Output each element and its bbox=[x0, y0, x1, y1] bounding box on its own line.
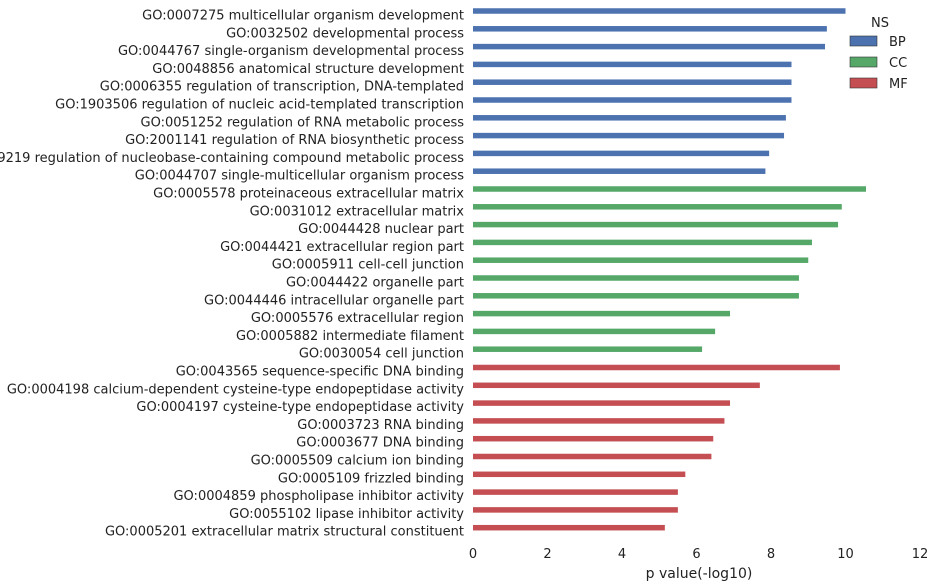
bar bbox=[473, 275, 799, 281]
bar bbox=[473, 43, 826, 50]
bar bbox=[473, 132, 785, 139]
x-axis-label: p value(-log10) bbox=[646, 566, 753, 582]
bar bbox=[473, 489, 678, 495]
bar bbox=[473, 150, 770, 157]
category-label: GO:0044428 nuclear part bbox=[298, 222, 464, 237]
bar bbox=[473, 239, 812, 246]
category-label: GO:0006355 regulation of transcription, … bbox=[100, 80, 464, 95]
category-label: GO:0005882 intermediate filament bbox=[236, 329, 464, 344]
bar bbox=[473, 507, 678, 513]
bar bbox=[473, 26, 827, 32]
category-label: GO:0044446 intracellular organelle part bbox=[204, 293, 464, 308]
bar bbox=[473, 79, 792, 85]
legend-label: MF bbox=[889, 77, 908, 92]
category-label: GO:0048856 anatomical structure developm… bbox=[152, 62, 464, 77]
category-label: GO:0005109 frizzled binding bbox=[278, 471, 464, 486]
category-label: GO:0004859 phospholipase inhibitor activ… bbox=[173, 489, 464, 504]
bar bbox=[473, 382, 760, 389]
bar bbox=[473, 186, 866, 192]
bar bbox=[473, 400, 731, 406]
category-label: GO:0003723 RNA binding bbox=[297, 418, 464, 433]
x-tick-label: 6 bbox=[692, 547, 700, 562]
bar bbox=[473, 418, 725, 424]
legend-label: CC bbox=[889, 56, 907, 71]
x-tick-label: 8 bbox=[767, 547, 775, 562]
x-tick-label: 10 bbox=[837, 547, 854, 562]
category-label: GO:0044707 single-multicellular organism… bbox=[135, 169, 464, 184]
x-axis: 0 2 4 6 8 10 12 bbox=[469, 547, 928, 562]
x-tick-label: 4 bbox=[618, 547, 626, 562]
bar bbox=[473, 61, 792, 68]
bar bbox=[473, 346, 703, 352]
bar bbox=[473, 310, 731, 317]
x-tick-label: 2 bbox=[543, 547, 551, 562]
category-label: GO:0044421 extracellular region part bbox=[220, 240, 464, 255]
bar bbox=[473, 435, 714, 442]
bar bbox=[473, 168, 766, 174]
category-label: GO:0055102 lipase inhibitor activity bbox=[229, 507, 464, 522]
category-label: GO:0005578 proteinaceous extracellular m… bbox=[153, 187, 464, 202]
category-label: GO:0005201 extracellular matrix structur… bbox=[105, 525, 464, 540]
legend-label: BP bbox=[889, 35, 906, 50]
legend-title: NS bbox=[871, 16, 889, 31]
category-label: GO:2001141 regulation of RNA biosyntheti… bbox=[125, 133, 464, 148]
bar bbox=[473, 453, 712, 460]
legend-swatch bbox=[849, 77, 878, 89]
bar bbox=[473, 115, 786, 121]
category-label: GO:0007275 multicellular organism develo… bbox=[142, 9, 464, 24]
bars-layer bbox=[473, 8, 866, 531]
category-label: GO:0003677 DNA binding bbox=[296, 436, 464, 451]
category-labels: GO:0007275 multicellular organism develo… bbox=[0, 9, 464, 540]
category-label: GO:0032502 developmental process bbox=[226, 26, 464, 41]
category-label: GO:0019219 regulation of nucleobase-cont… bbox=[0, 151, 464, 166]
bar bbox=[473, 97, 792, 103]
x-tick-label: 0 bbox=[469, 547, 477, 562]
bar bbox=[473, 257, 809, 263]
bar bbox=[473, 204, 842, 210]
bar bbox=[473, 471, 686, 478]
legend-swatch bbox=[849, 56, 878, 68]
bar bbox=[473, 364, 840, 371]
category-label: GO:1903506 regulation of nucleic acid-te… bbox=[55, 98, 464, 113]
bar bbox=[473, 524, 665, 531]
category-label: GO:0044422 organelle part bbox=[286, 276, 464, 291]
legend: NS BP CC MF bbox=[849, 16, 908, 92]
bar bbox=[473, 293, 799, 299]
category-label: GO:0043565 sequence-specific DNA binding bbox=[176, 365, 464, 380]
category-label: GO:0004197 cysteine-type endopeptidase a… bbox=[136, 400, 464, 415]
legend-swatch bbox=[849, 35, 878, 47]
bar bbox=[473, 221, 839, 228]
x-tick-label: 12 bbox=[912, 547, 929, 562]
legend-entries: BP CC MF bbox=[849, 35, 908, 92]
category-label: GO:0031012 extracellular matrix bbox=[250, 204, 465, 219]
category-label: GO:0005911 cell-cell junction bbox=[272, 258, 464, 273]
category-label: GO:0004198 calcium-dependent cysteine-ty… bbox=[7, 382, 464, 397]
category-label: GO:0030054 cell junction bbox=[299, 347, 464, 362]
category-label: GO:0044767 single-organism developmental… bbox=[118, 44, 464, 59]
category-label: GO:0051252 regulation of RNA metabolic p… bbox=[141, 115, 465, 130]
bar bbox=[473, 8, 846, 14]
category-label: GO:0005509 calcium ion binding bbox=[251, 454, 464, 469]
bar bbox=[473, 328, 716, 335]
category-label: GO:0005576 extracellular region bbox=[251, 311, 464, 326]
